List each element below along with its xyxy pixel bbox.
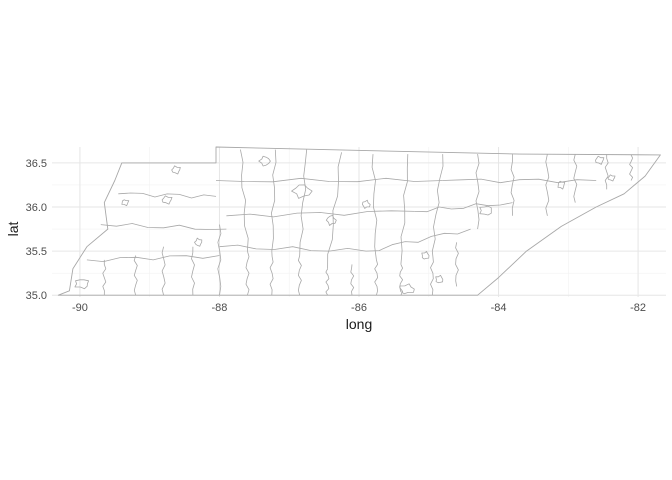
county-boundary (118, 192, 217, 199)
county-boundary (100, 223, 227, 230)
county-boundary (226, 210, 415, 218)
county-boundary (400, 154, 409, 265)
county-boundary (545, 154, 550, 216)
city-boundary (595, 155, 605, 165)
x-tick-label: -84 (491, 302, 507, 314)
major-gridlines (52, 147, 666, 297)
county-map (57, 146, 661, 296)
county-boundary (350, 264, 355, 296)
x-tick-label: -90 (72, 302, 88, 314)
county-boundary (240, 149, 249, 252)
county-boundary (217, 224, 222, 296)
city-boundary (399, 283, 415, 295)
county-boundary (269, 251, 274, 296)
county-boundary (431, 154, 444, 252)
county-boundary (215, 177, 443, 183)
county-boundary (133, 255, 138, 296)
county-boundary (299, 149, 308, 256)
x-tick-labels: -90 -88 -86 -84 -82 (72, 302, 646, 314)
city-boundary (291, 184, 313, 199)
city-boundary (74, 279, 89, 290)
city-boundary (557, 180, 566, 190)
x-axis-title: long (346, 316, 372, 332)
y-tick-labels: 35.0 35.5 36.0 36.5 (26, 158, 47, 302)
city-boundary (161, 195, 173, 205)
city-boundary (171, 165, 181, 175)
x-tick-label: -82 (630, 302, 646, 314)
county-boundary (475, 154, 480, 230)
county-boundary (604, 154, 609, 190)
county-boundary (510, 154, 515, 216)
county-boundary (629, 154, 633, 181)
county-boundary (245, 250, 250, 296)
county-boundary (573, 154, 578, 203)
county-boundary (325, 268, 330, 296)
y-tick-label: 35.0 (26, 290, 47, 302)
city-boundary (194, 237, 203, 247)
county-boundary (414, 202, 513, 213)
county-boundary (430, 251, 434, 296)
city-boundary (325, 215, 337, 226)
county-boundary (327, 152, 342, 269)
city-boundary (362, 199, 371, 209)
county-boundary (161, 246, 166, 296)
county-boundary (365, 228, 471, 252)
city-boundary (258, 155, 271, 167)
city-boundary (121, 199, 130, 207)
county-boundary (219, 244, 367, 252)
county-boundary (86, 255, 220, 262)
y-tick-label: 35.5 (26, 246, 47, 258)
county-boundary (399, 264, 403, 296)
x-tick-label: -88 (212, 302, 228, 314)
county-boundary (298, 255, 302, 296)
city-boundary (435, 274, 444, 284)
county-boundary (374, 259, 378, 296)
city-boundary (479, 205, 492, 216)
y-tick-label: 36.5 (26, 158, 47, 170)
state-outline (57, 146, 661, 296)
y-tick-label: 36.0 (26, 202, 47, 214)
x-tick-label: -86 (351, 302, 367, 314)
county-boundary (442, 178, 597, 184)
county-boundary (455, 242, 459, 287)
city-boundary (421, 251, 430, 260)
city-boundary (607, 174, 616, 182)
county-boundary (191, 246, 195, 296)
county-boundary (271, 149, 277, 252)
county-boundary (371, 154, 378, 260)
y-axis-title: lat (5, 222, 21, 237)
county-boundary (102, 259, 107, 296)
